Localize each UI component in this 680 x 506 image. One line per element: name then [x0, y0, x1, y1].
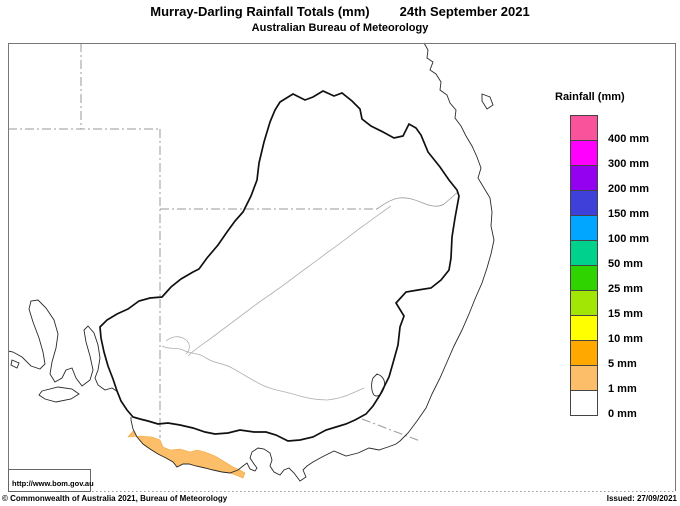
title-date: 24th September 2021: [399, 4, 530, 19]
copyright-text: © Commonwealth of Australia 2021, Bureau…: [2, 494, 228, 503]
coastline: [7, 42, 495, 482]
small-islet: [10, 359, 20, 369]
act-outline: [371, 373, 386, 397]
map-frame: [8, 43, 676, 491]
page-subtitle: Australian Bureau of Meteorology: [251, 22, 429, 34]
rainfall-shaded-region: [127, 430, 246, 479]
moreton-island: [481, 93, 494, 110]
bom-url-box: http://www.bom.gov.au: [8, 469, 94, 492]
bom-url-label: http://www.bom.gov.au: [12, 479, 94, 488]
issued-text: Issued: 27/09/2021: [606, 494, 677, 503]
title-text: Murray-Darling Rainfall Totals (mm): [150, 4, 370, 19]
basin-outline: [99, 90, 460, 442]
state-border-river: [376, 191, 459, 210]
kangaroo-island: [38, 386, 80, 403]
page-title: Murray-Darling Rainfall Totals (mm) 24th …: [0, 4, 680, 19]
state-border-lines: [8, 43, 421, 442]
river-lines: [161, 205, 392, 401]
